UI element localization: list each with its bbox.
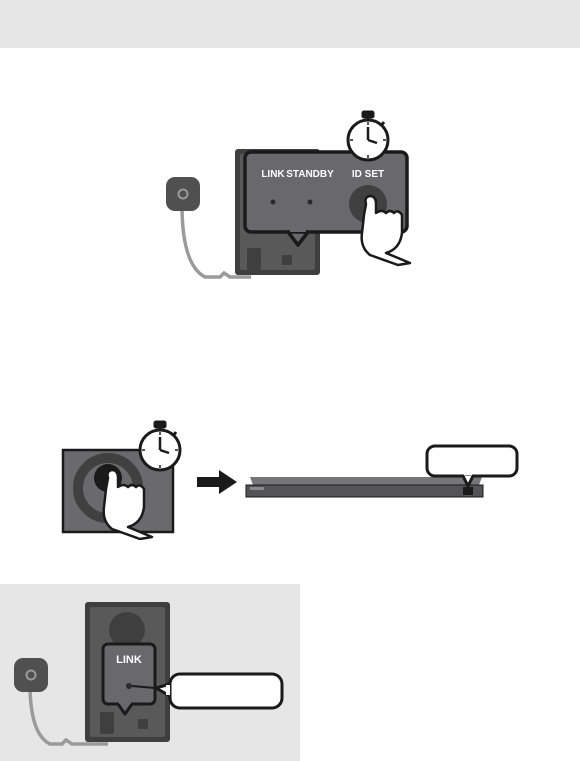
stopwatch-icon-2 (140, 422, 180, 470)
soundbar (246, 477, 483, 497)
label-standby: STANDBY (286, 169, 334, 180)
diagram-idset: LINK STANDBY ID SET (150, 105, 440, 305)
top-gray-bar (0, 0, 580, 48)
label-link-2: LINK (116, 654, 142, 666)
arrow-icon (197, 470, 237, 494)
diagram-soundbar: ▶|| (55, 420, 530, 540)
label-link: LINK (261, 169, 285, 180)
label-idset: ID SET (352, 169, 384, 180)
stopwatch-icon (348, 112, 388, 160)
diagram-link: LINK (0, 584, 300, 761)
